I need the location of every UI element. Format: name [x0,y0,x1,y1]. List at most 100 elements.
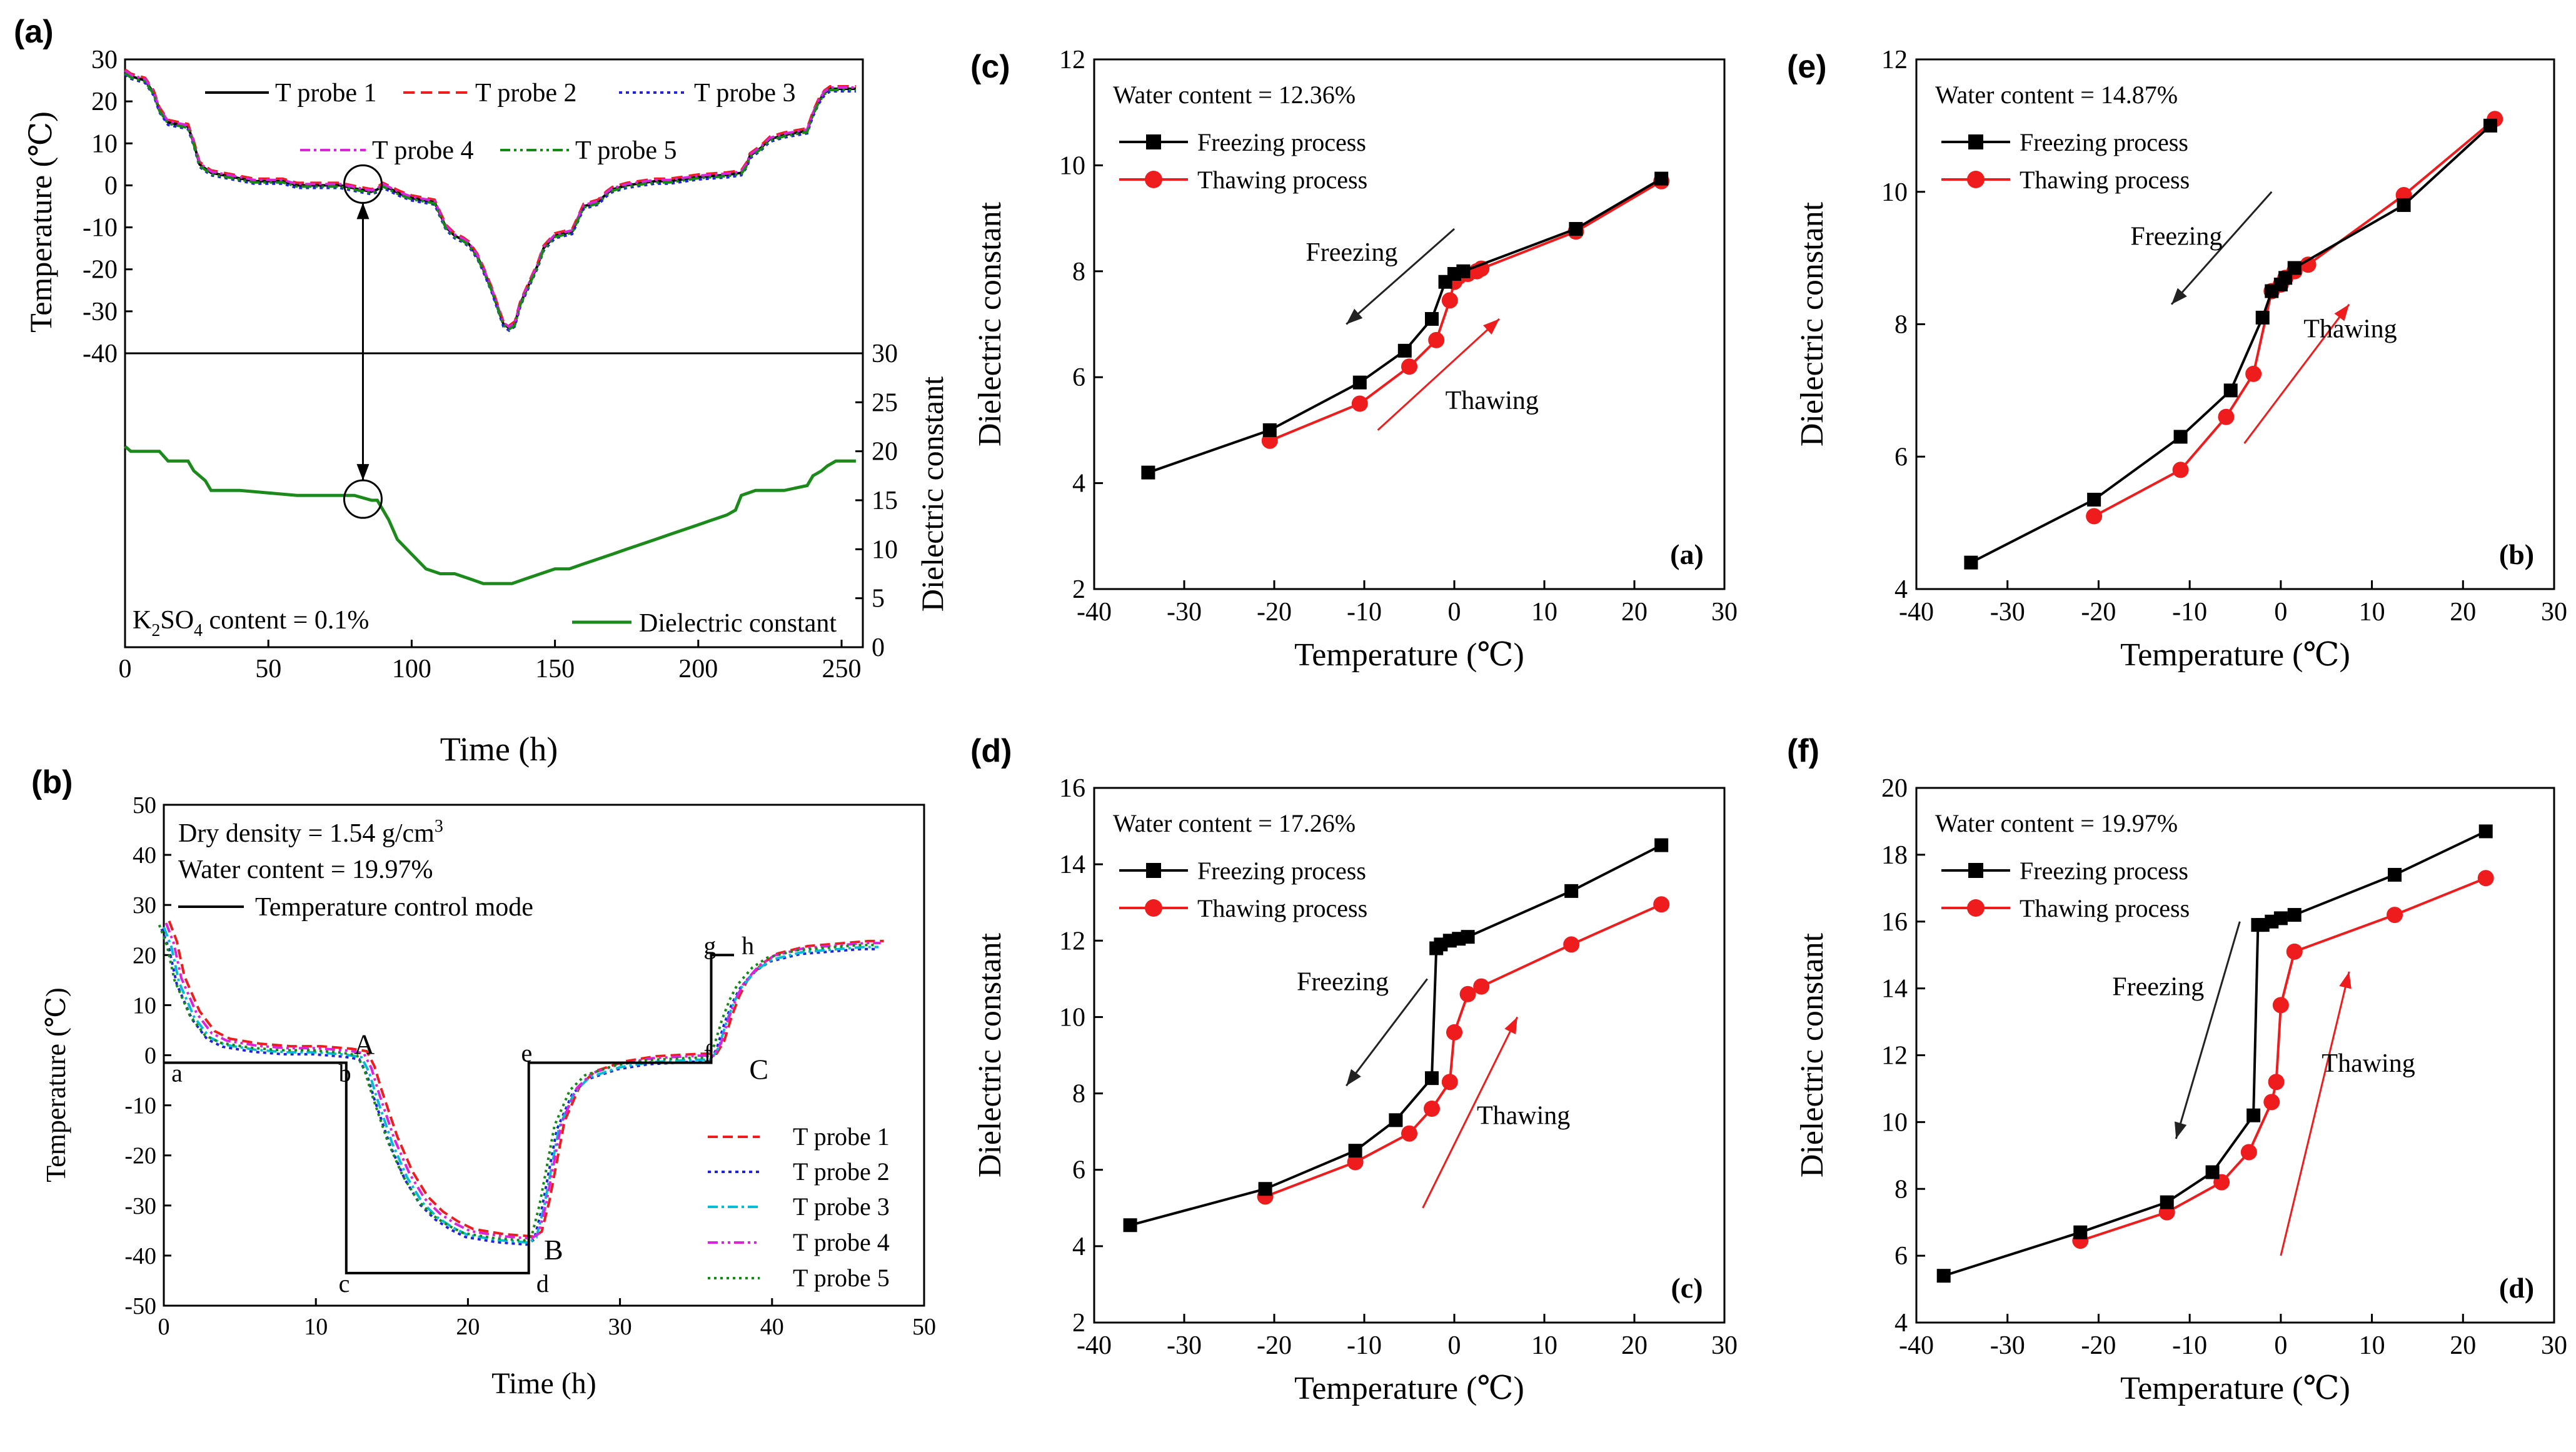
panel-d-x-axis-label: Temperature (℃) [1294,1371,1524,1406]
panel-c-y-tick-label: 2 [1072,575,1085,604]
panel-b-y-tick-label: -40 [124,1243,156,1269]
panel-e-arrow-freezing [2170,191,2273,305]
panel-d-y-tick-label: 10 [1059,1003,1085,1032]
panel-e-arrow-label-thawing: Thawing [2303,315,2397,344]
panel-f-frame [1915,787,2555,1324]
panel-c-point-freezing [1569,222,1583,236]
panel-d-y-tick-label: 2 [1072,1309,1085,1338]
panel-d-point-thawing [1347,1154,1364,1171]
panel-f-y-tick-label: 10 [1881,1108,1908,1137]
panel-f-arrow-label-freezing: Freezing [2112,972,2204,1001]
panel-d-y-tick-label: 12 [1059,927,1085,955]
panel-b-y-tick-label: 0 [144,1043,156,1069]
panel-f-y-tick-label: 14 [1881,975,1908,1004]
panel-c-legend-label-thawing: Thawing process [1197,166,1367,194]
panel-a-salt-content-note: K2SO4 content = 0.1% [133,606,369,640]
panel-c-legend-marker-thawing [1145,171,1162,188]
panel-c-point-freezing [1397,343,1412,358]
panel-e-point-freezing [2255,310,2270,325]
panel-e-x-tick-label: -30 [1990,598,2025,627]
panel-f-y-tick-label: 20 [1881,774,1908,803]
panel-f-point-freezing [2073,1225,2088,1239]
panel-f-point-thawing [2240,1144,2257,1161]
panel-b-y-tick-label: 20 [133,942,156,969]
panel-c-x-axis-label: Temperature (℃) [1294,637,1524,673]
panel-b-y-tick-label: -30 [124,1193,156,1219]
panel-a-y-tick-label-dielectric: 5 [872,585,885,613]
panel-d-legend-label-freezing: Freezing process [1197,857,1366,885]
legend-label-t-probe-1: T probe 1 [275,79,377,108]
panel-e-point-freezing [2483,118,2497,133]
panel-d-arrowhead-thawing [1504,1017,1517,1035]
panel-d-y-tick-label: 14 [1059,850,1085,879]
panel-c-point-freezing [1141,465,1155,480]
panel-e-arrowhead-freezing [2171,288,2187,305]
legend-label-b-t-probe-2: T probe 2 [793,1157,890,1186]
panel-f-arrowhead-freezing [2175,1121,2187,1139]
panel-d-inner-label: (c) [1671,1272,1703,1304]
panel-a-link-arrowhead-up [356,203,370,219]
panel-a-y-tick-label-dielectric: 20 [872,438,898,466]
panel-b-control-mode-label: Temperature control mode [255,893,533,922]
panel-e-x-tick-label: 20 [2450,598,2476,627]
panel-e-x-tick-label: 30 [2541,598,2567,627]
panel-d-point-freezing [1564,884,1579,898]
panel-c-point-thawing [1351,395,1368,412]
panel-d-x-tick-label: -20 [1257,1331,1292,1360]
panel-a-x-tick-label: 100 [392,655,431,683]
panel-a-y-tick-label-dielectric: 30 [872,340,898,368]
panel-e-arrow-label-freezing: Freezing [2130,222,2222,251]
panel-f-arrow-freezing [2175,921,2241,1139]
panel-a-highlight-circle-dielectric [343,479,383,519]
panel-f-y-tick-label: 18 [1881,841,1908,870]
panel-b-x-tick-label: 10 [304,1314,328,1340]
panel-c-inner-label: (a) [1670,538,1704,570]
panel-f-point-thawing [2263,1094,2280,1111]
panel-b-series-control-mode [164,954,734,1274]
panel-d-x-tick-label: 30 [1711,1331,1738,1360]
panel-e-point-freezing [2265,284,2279,298]
panel-f-point-thawing [2268,1074,2285,1091]
panel-d-point-thawing [1563,936,1580,953]
panel-a-y-tick-label-temperature: 0 [104,171,118,200]
panel-d-arrow-label-thawing: Thawing [1477,1101,1570,1130]
panel-b-series-t-probe-4 [164,922,881,1240]
panel-e-legend-label-thawing: Thawing process [2020,166,2190,194]
panel-a-series-t-probe-5 [124,72,856,331]
panel-e-point-thawing [2245,365,2262,382]
legend-label-t-probe-2: T probe 2 [475,79,577,108]
panel-c-y-axis-label: Dielectric constant [972,201,1008,446]
panel-f-point-freezing [2287,908,2302,922]
panel-f-y-tick-label: 16 [1881,908,1908,937]
panel-d-legend-label-thawing: Thawing process [1197,894,1367,922]
panel-label-f: (f) [1787,733,1819,769]
panel-d-point-thawing [1653,896,1670,913]
panel-d-point-thawing [1459,986,1476,1002]
panel-b-y-tick-label: -10 [124,1093,156,1119]
panel-c-x-tick-label: 30 [1711,598,1738,627]
panel-b-point-label: A [354,1028,375,1060]
panel-a-x-tick-label: 200 [678,655,718,683]
panel-e-x-tick-label: -20 [2081,598,2116,627]
panel-c-point-freezing [1352,375,1367,390]
panel-label-a: (a) [14,14,54,50]
panel-e-point-freezing [2087,493,2101,507]
panel-e-point-freezing [2397,198,2411,212]
panel-d-x-tick-label: 20 [1621,1331,1648,1360]
panel-b-y-tick-label: 10 [133,992,156,1019]
panel-e-x-axis-label: Temperature (℃) [2120,637,2350,673]
panel-b-plot: -50 -40 -30 -20 -10 0 10 20 30 40 50 0 10 20 30 40 50 a b c… [124,792,936,1340]
legend-label-dielectric-constant: Dielectric constant [639,609,837,638]
panel-c-arrow-thawing [1377,318,1501,431]
panel-e-water-content: Water content = 14.87% [1935,81,2178,109]
panel-b-point-label: b [339,1059,351,1087]
panel-f-arrow-label-thawing: Thawing [2322,1049,2415,1078]
panel-f-legend-label-thawing: Thawing process [2020,894,2190,922]
panel-c-point-freezing [1438,275,1452,289]
panel-a-y-tick-label-dielectric: 25 [872,388,898,417]
panel-e-legend-marker-freezing [1968,134,1983,149]
panel-a-x-tick-label: 0 [119,655,132,683]
panel-d-water-content: Water content = 17.26% [1113,809,1356,837]
panel-a-y-tick-label-temperature: 20 [91,88,118,116]
